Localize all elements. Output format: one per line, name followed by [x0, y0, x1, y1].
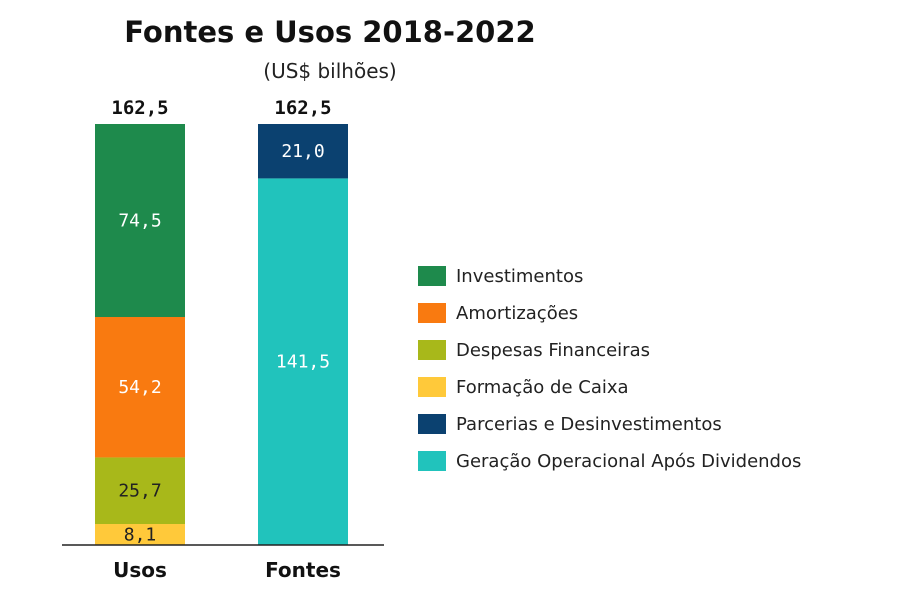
legend-swatch-formacao-de-caixa	[418, 377, 446, 397]
category-label-fontes: Fontes	[265, 558, 341, 582]
legend-swatch-parcerias-e-desinvestimentos	[418, 414, 446, 434]
legend-item-investimentos: Investimentos	[418, 266, 583, 287]
bar-segment-usos-amortizacoes	[95, 317, 185, 458]
legend-label-amortizacoes: Amortizações	[456, 303, 578, 324]
total-label-fontes: 162,5	[274, 97, 331, 119]
data-label-usos-despesas-financeiras: 25,7	[118, 481, 161, 502]
data-label-usos-investimentos: 74,5	[118, 211, 161, 232]
legend-item-parcerias-e-desinvestimentos: Parcerias e Desinvestimentos	[418, 414, 722, 435]
bar-segment-fontes-geracao-operacional-apos-dividendos	[258, 178, 348, 545]
segment-labels-group: 8,1 25,7 54,2 74,5 141,5 21,0	[118, 141, 330, 545]
totals-group: 162,5 162,5	[111, 97, 331, 119]
legend-label-parcerias-e-desinvestimentos: Parcerias e Desinvestimentos	[456, 414, 722, 435]
legend-item-despesas-financeiras: Despesas Financeiras	[418, 340, 650, 361]
legend-label-despesas-financeiras: Despesas Financeiras	[456, 340, 650, 361]
data-label-fontes-geracao-operacional-apos-dividendos: 141,5	[276, 352, 330, 373]
legend-label-formacao-de-caixa: Formação de Caixa	[456, 377, 629, 398]
legend-item-amortizacoes: Amortizações	[418, 303, 578, 324]
bar-segment-fontes-parcerias-e-desinvestimentos	[258, 124, 348, 179]
legend-label-geracao-operacional-apos-dividendos: Geração Operacional Após Dividendos	[456, 451, 801, 472]
legend-swatch-investimentos	[418, 266, 446, 286]
data-label-usos-amortizacoes: 54,2	[118, 377, 161, 398]
total-label-usos: 162,5	[111, 97, 168, 119]
data-label-fontes-parcerias-e-desinvestimentos: 21,0	[281, 141, 324, 162]
category-label-usos: Usos	[113, 558, 167, 582]
chart-subtitle: (US$ bilhões)	[263, 59, 396, 83]
bar-segment-usos-investimentos	[95, 124, 185, 318]
bar-segment-usos-despesas-financeiras	[95, 457, 185, 525]
legend: Investimentos Amortizações Despesas Financ…	[418, 266, 801, 472]
legend-item-formacao-de-caixa: Formação de Caixa	[418, 377, 629, 398]
legend-swatch-despesas-financeiras	[418, 340, 446, 360]
chart-title: Fontes e Usos 2018-2022	[124, 15, 535, 49]
legend-swatch-geracao-operacional-apos-dividendos	[418, 451, 446, 471]
legend-label-investimentos: Investimentos	[456, 266, 583, 287]
legend-item-geracao-operacional-apos-dividendos: Geração Operacional Após Dividendos	[418, 451, 801, 472]
category-labels-group: Usos Fontes	[113, 558, 341, 582]
data-label-usos-formacao-de-caixa: 8,1	[124, 525, 157, 546]
bar-segment-usos-formacao-de-caixa	[95, 524, 185, 545]
bars-group	[95, 124, 348, 545]
legend-swatch-amortizacoes	[418, 303, 446, 323]
